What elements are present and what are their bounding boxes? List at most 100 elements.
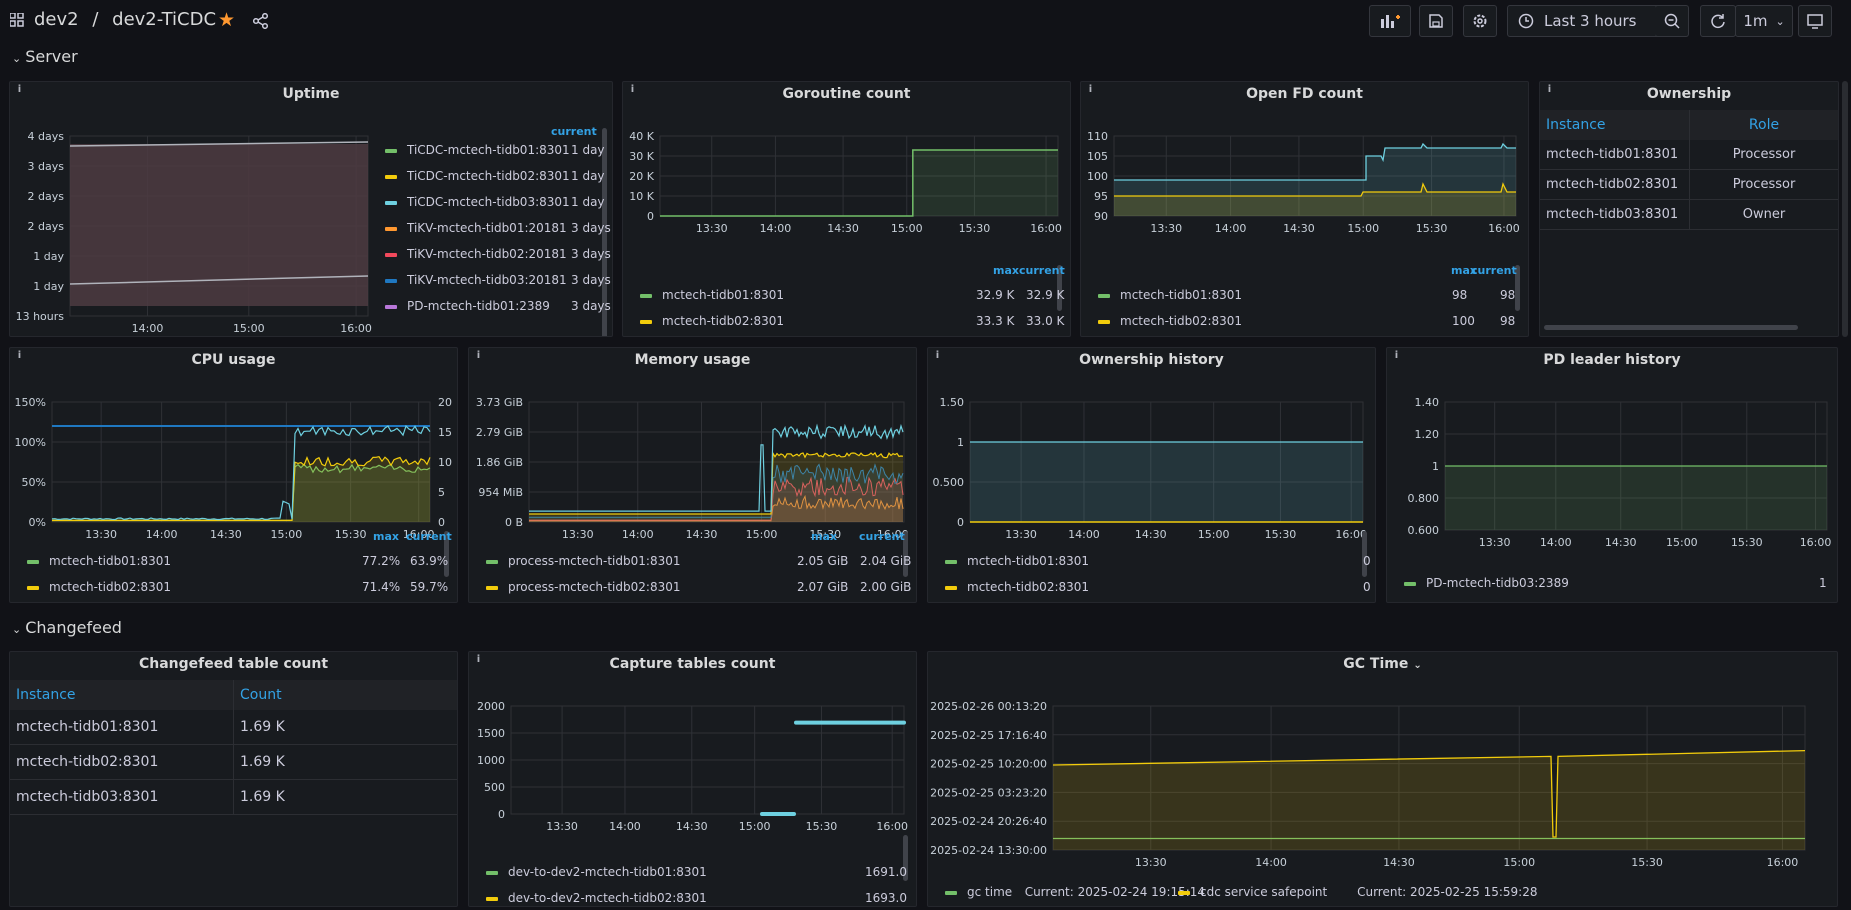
legend-item[interactable]: TiKV-mctech-tidb03:20181 <box>385 273 567 287</box>
table-scrollbar[interactable] <box>1544 325 1798 330</box>
panel-title[interactable]: Uptime <box>282 86 340 102</box>
column-header-count[interactable]: Count <box>233 680 457 710</box>
row-server[interactable]: ⌄ Server <box>12 47 78 66</box>
legend-item[interactable]: mctech-tidb01:8301 <box>27 554 171 568</box>
legend-item[interactable]: TiCDC-mctech-tidb01:8301 <box>385 143 570 157</box>
panel-title[interactable]: Memory usage <box>634 352 751 368</box>
legend-header-current[interactable]: current <box>859 530 905 543</box>
legend-scrollbar[interactable] <box>1515 265 1520 311</box>
dashboard-title[interactable]: dev2-TiCDC <box>112 9 217 30</box>
share-icon[interactable] <box>253 13 269 29</box>
star-icon[interactable]: ★ <box>218 9 236 31</box>
legend-header-max[interactable]: max <box>373 530 399 543</box>
info-icon[interactable]: i <box>1394 350 1399 361</box>
legend-item[interactable]: PD-mctech-tidb03:2389 <box>1404 576 1569 590</box>
legend-item[interactable]: gc time <box>945 885 1012 899</box>
legend-item[interactable]: mctech-tidb01:8301 <box>640 288 784 302</box>
legend-header-max[interactable]: max <box>993 264 1019 277</box>
legend-max-value: 71.4% <box>362 580 401 594</box>
memory-series-3 <box>529 463 904 518</box>
zoom-out-icon <box>1664 13 1680 29</box>
legend-scrollbar[interactable] <box>903 531 908 577</box>
legend-scrollbar[interactable] <box>903 835 908 881</box>
panel-title[interactable]: Changefeed table count <box>138 656 329 672</box>
legend-header-current[interactable]: current <box>406 530 452 543</box>
legend-header-max[interactable]: max <box>811 530 837 543</box>
legend-item[interactable]: TiCDC-mctech-tidb02:8301 <box>385 169 570 183</box>
dashboard-settings-button[interactable] <box>1463 5 1497 37</box>
ownership-series-3-fill <box>970 442 1363 522</box>
legend-item[interactable]: dev-to-dev2-mctech-tidb02:8301 <box>486 891 707 905</box>
panel-ownership-history: i Ownership history 1.50 1 0.500 0 13:30 14:0… <box>927 347 1376 603</box>
legend-header-current[interactable]: current <box>1471 264 1517 277</box>
cycle-view-mode-button[interactable] <box>1798 5 1832 37</box>
legend-item[interactable]: dev-to-dev2-mctech-tidb01:8301 <box>486 865 707 879</box>
x-tick-label: 13:30 <box>696 222 728 235</box>
legend-item[interactable]: TiKV-mctech-tidb01:20181 <box>385 221 567 235</box>
x-tick-label: 13:30 <box>546 820 578 833</box>
legend-item[interactable]: PD-mctech-tidb01:2389 <box>385 299 550 313</box>
legend-item[interactable]: mctech-tidb01:8301 <box>945 554 1089 568</box>
panel-title[interactable]: Goroutine count <box>782 86 911 102</box>
row-changefeed[interactable]: ⌄ Changefeed <box>12 618 122 637</box>
legend-item[interactable]: process-mctech-tidb01:8301 <box>486 554 680 568</box>
page-scrollbar[interactable] <box>1842 81 1848 337</box>
apps-grid-icon[interactable] <box>10 13 24 27</box>
legend-item[interactable]: cdc service safepoint <box>1178 885 1327 899</box>
column-header-role[interactable]: Role <box>1689 110 1838 140</box>
info-icon[interactable]: i <box>476 350 481 361</box>
role-cell: Processor <box>1689 169 1838 200</box>
legend-item[interactable]: process-mctech-tidb02:8301 <box>486 580 680 594</box>
y-tick-label: 4 days <box>28 130 65 143</box>
info-icon[interactable]: i <box>630 84 635 95</box>
refresh-interval-picker[interactable]: 1m ⌄ <box>1735 5 1793 37</box>
column-header-instance[interactable]: Instance <box>16 687 76 703</box>
x-tick-label: 16:00 <box>877 528 909 541</box>
info-icon[interactable]: i <box>17 350 22 361</box>
legend-swatch <box>1098 319 1110 324</box>
memory-series-5-fill <box>529 496 903 522</box>
panel-title[interactable]: CPU usage <box>191 352 276 368</box>
breadcrumb: dev2 / dev2-TiCDC <box>34 9 216 30</box>
add-panel-button[interactable] <box>1369 5 1411 37</box>
legend-scrollbar[interactable] <box>602 128 607 336</box>
panel-title[interactable]: GC Time ⌄ <box>1343 656 1422 672</box>
legend-item[interactable]: mctech-tidb01:8301 <box>1098 288 1242 302</box>
info-icon[interactable]: i <box>17 84 22 95</box>
legend-item[interactable]: mctech-tidb02:8301 <box>27 580 171 594</box>
refresh-button[interactable] <box>1700 5 1736 37</box>
info-icon[interactable]: i <box>1547 84 1552 95</box>
legend-series-name: mctech-tidb01:8301 <box>967 554 1090 568</box>
legend-header-current[interactable]: current <box>1019 264 1065 277</box>
uptime-area <box>70 144 368 306</box>
panel-title[interactable]: Ownership <box>1646 86 1732 102</box>
legend-item[interactable]: TiKV-mctech-tidb02:20181 <box>385 247 567 261</box>
info-icon[interactable]: i <box>476 654 481 665</box>
legend-swatch <box>486 559 498 564</box>
legend-series-name: mctech-tidb02:8301 <box>662 314 785 328</box>
legend-scrollbar[interactable] <box>444 531 449 577</box>
info-icon[interactable]: i <box>935 350 940 361</box>
legend-item[interactable]: mctech-tidb02:8301 <box>1098 314 1242 328</box>
legend-item[interactable]: mctech-tidb02:8301 <box>640 314 784 328</box>
y-tick-label: 2 days <box>28 220 65 233</box>
panel-title[interactable]: Ownership history <box>1079 352 1224 368</box>
legend-item[interactable]: mctech-tidb02:8301 <box>945 580 1089 594</box>
panel-title[interactable]: PD leader history <box>1543 352 1681 368</box>
memory-series-2 <box>529 451 904 515</box>
save-dashboard-button[interactable] <box>1419 5 1453 37</box>
instance-cell: mctech-tidb03:8301 <box>16 789 159 805</box>
panel-title[interactable]: Open FD count <box>1246 86 1363 102</box>
panel-title[interactable]: Capture tables count <box>609 656 776 672</box>
legend-item[interactable]: TiCDC-mctech-tidb03:8301 <box>385 195 570 209</box>
legend-header-max[interactable]: max <box>1451 264 1477 277</box>
legend-header-current[interactable]: current <box>551 125 597 138</box>
column-header-instance[interactable]: Instance <box>1546 117 1606 133</box>
info-icon[interactable]: i <box>1088 84 1093 95</box>
legend-current-value: 1693.0 <box>865 891 907 905</box>
zoom-out-button[interactable] <box>1655 5 1689 37</box>
legend-scrollbar[interactable] <box>1057 265 1062 311</box>
openfd-series-2 <box>1114 182 1516 197</box>
legend-scrollbar[interactable] <box>1362 531 1367 577</box>
breadcrumb-folder[interactable]: dev2 <box>34 9 79 30</box>
